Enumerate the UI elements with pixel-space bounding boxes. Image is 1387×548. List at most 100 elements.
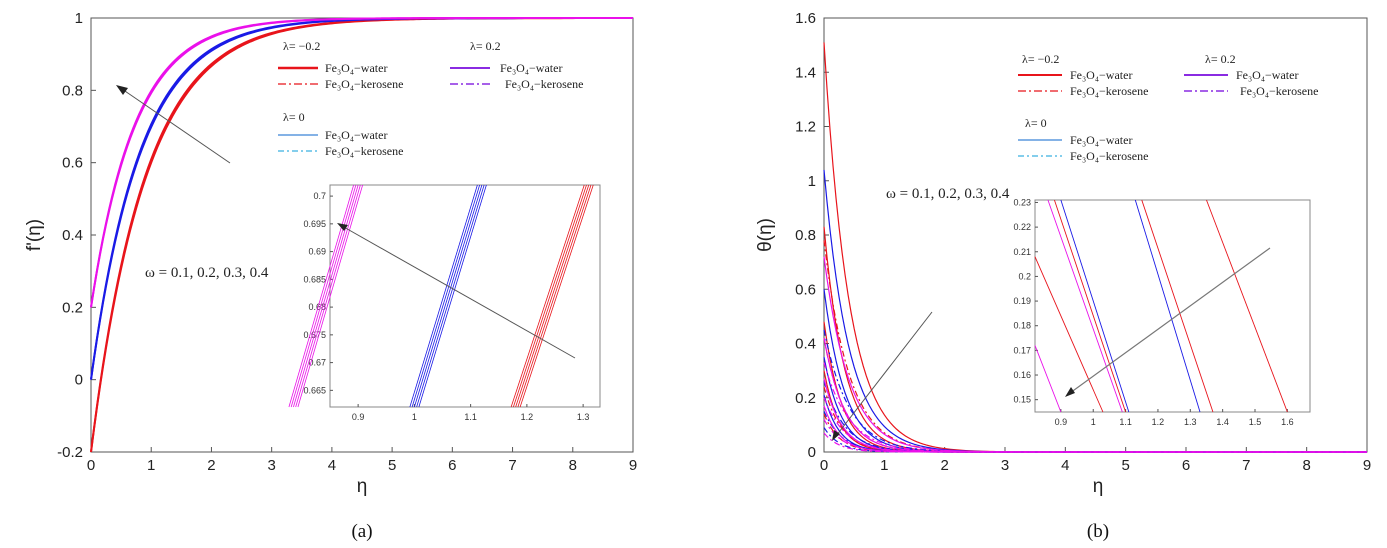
panel-a-omega-annotation: ω = 0.1, 0.2, 0.3, 0.4 <box>145 265 269 281</box>
legend-b-neg-kerosene: Fe₃O₄−kerosene <box>1070 84 1148 98</box>
panel-b-ytick-label: 1 <box>808 173 816 190</box>
panel-b-arrow-line <box>835 311 933 437</box>
legend-b-title-neg: λ= −0.2 <box>1022 52 1059 66</box>
panel-a-inset-arrow-head <box>337 223 348 231</box>
panel-b-inset-ytick-label: 0.23 <box>1013 197 1031 207</box>
panel-a-xtick-label: 0 <box>87 457 95 474</box>
panel-a-y-axis-label: f'(η) <box>24 219 45 251</box>
panel-a-ytick-label: 0 <box>75 372 83 389</box>
panel-b-inset-xtick-label: 1.1 <box>1119 417 1132 427</box>
panel-a-inset-series-line <box>416 184 485 408</box>
panel-a-legend: λ= −0.2 Fe₃O₄−water Fe₃O₄−kerosene λ= 0.… <box>278 39 583 158</box>
panel-b-ytick-label: 0.6 <box>795 281 816 298</box>
panel-b-ytick-label: 1.4 <box>795 64 816 81</box>
panel-b-inset-ytick-label: 0.22 <box>1013 222 1031 232</box>
panel-a-xtick-label: 3 <box>267 457 275 474</box>
panel-a-inset-ytick-label: 0.685 <box>303 274 326 284</box>
panel-b-inset: 0.9 1 1.1 1.2 1.3 1.4 1.5 1.6 0.15 0.16 0.17 0.18 0.… <box>1013 197 1311 427</box>
panel-a-inset-series-line <box>290 184 357 408</box>
panel-a-inset-ytick-label: 0.68 <box>308 302 326 312</box>
panel-a-inset-series-line <box>515 184 590 408</box>
panel-a-xtick-label: 5 <box>388 457 396 474</box>
panel-b-omega-annotation: ω = 0.1, 0.2, 0.3, 0.4 <box>886 186 1010 202</box>
panel-b-ytick-label: 0.4 <box>795 336 816 353</box>
panel-a-inset-ytick-label: 0.695 <box>303 219 326 229</box>
panel-b-xtick-label: 3 <box>1001 457 1009 474</box>
panel-b-inset-xtick-label: 1.3 <box>1184 417 1197 427</box>
legend-a-pos-kerosene: Fe₃O₄−kerosene <box>505 77 583 91</box>
panel-b-y-axis-label: θ(η) <box>755 218 776 252</box>
panel-a-ytick-label: 0.8 <box>62 82 83 99</box>
panel-b-inset-xtick-label: 1.6 <box>1281 417 1294 427</box>
panel-b-curves <box>823 42 1367 453</box>
panel-a-inset-series-line <box>288 184 355 408</box>
panel-b-ytick-label: 0.2 <box>795 390 816 407</box>
panel-a-arrow-head <box>116 85 128 95</box>
panel-a-inset-series-line <box>418 184 487 408</box>
panel-a-inset-xtick-label: 1.3 <box>577 412 590 422</box>
panel-b-inset-ytick-label: 0.2 <box>1018 271 1031 281</box>
panel-b-inset-ytick-label: 0.19 <box>1013 296 1031 306</box>
panel-b-x-ticks: 0 1 2 3 4 5 6 7 8 9 <box>820 447 1371 474</box>
panel-b-series-line <box>823 432 1367 453</box>
panel-a-xtick-label: 8 <box>569 457 577 474</box>
legend-a-title-zero: λ= 0 <box>283 110 305 124</box>
panel-a-xtick-label: 2 <box>207 457 215 474</box>
panel-a-x-axis-label: η <box>357 476 368 497</box>
panel-b-x-axis-label: η <box>1093 476 1104 497</box>
panel-b-inset-series-line <box>1034 256 1104 413</box>
panel-b-xtick-label: 6 <box>1182 457 1190 474</box>
legend-a-neg-kerosene: Fe₃O₄−kerosene <box>325 77 403 91</box>
legend-b-pos-kerosene: Fe₃O₄−kerosene <box>1240 84 1318 98</box>
legend-a-neg-water: Fe₃O₄−water <box>325 61 387 75</box>
panel-b-inset-ytick-label: 0.21 <box>1013 247 1031 257</box>
panel-b-inset-arrow-head <box>1065 387 1075 397</box>
legend-b-title-pos: λ= 0.2 <box>1205 52 1236 66</box>
panel-b-ytick-label: 0 <box>808 444 816 461</box>
panel-b-inset-series-line <box>1060 199 1130 413</box>
legend-a-title-neg: λ= −0.2 <box>283 39 320 53</box>
panel-b-inset-xtick-label: 1.5 <box>1249 417 1262 427</box>
panel-b-inset-xtick-label: 0.9 <box>1055 417 1068 427</box>
panel-b-inset-series-line <box>1047 199 1123 413</box>
panel-b-inset-series-line <box>1206 199 1288 413</box>
panel-a-series-line <box>90 17 633 308</box>
panel-b-xtick-label: 4 <box>1061 457 1069 474</box>
panel-b-caption: (b) <box>1087 521 1109 542</box>
panel-a-inset-series-line <box>411 184 481 408</box>
panel-a-inset-xtick-label: 1 <box>412 412 417 422</box>
panel-b: 0 1 2 3 4 5 6 7 8 9 0 0.2 0.4 0.6 0.8 1 1.2 1.4 1.6 η θ(η… <box>755 10 1371 542</box>
panel-a-ytick-label: -0.2 <box>57 444 83 461</box>
panel-b-xtick-label: 0 <box>820 457 828 474</box>
panel-b-inset-lines <box>1034 199 1288 413</box>
panel-a-inset-xtick-label: 0.9 <box>352 412 365 422</box>
panel-b-xtick-label: 7 <box>1242 457 1250 474</box>
panel-a-inset-series-line <box>519 184 594 408</box>
panel-b-inset-series-line <box>1053 199 1127 413</box>
panel-a-inset-lines <box>288 184 594 408</box>
panel-a-inset-series-line <box>517 184 592 408</box>
panel-a-arrow-line <box>121 88 231 164</box>
panel-b-inset-series-line <box>1034 345 1062 413</box>
panel-b-xtick-label: 8 <box>1302 457 1310 474</box>
panel-a-inset-xtick-label: 1.1 <box>464 412 477 422</box>
legend-a-zero-kerosene: Fe₃O₄−kerosene <box>325 144 403 158</box>
panel-a-inset-series-line <box>512 184 587 408</box>
panel-b-inset-frame <box>1034 199 1311 413</box>
panel-a-inset-series-line <box>409 184 478 408</box>
panel-b-inset-ytick-label: 0.16 <box>1013 370 1031 380</box>
panel-b-legend: λ= −0.2 Fe₃O₄−water Fe₃O₄−kerosene λ= 0.… <box>1018 52 1318 163</box>
panel-b-inset-ytick-label: 0.15 <box>1013 395 1031 405</box>
panel-b-inset-xtick-label: 1.2 <box>1152 417 1165 427</box>
panel-a-inset-series-line <box>297 184 364 408</box>
panel-b-inset-arrow-line <box>1069 247 1271 394</box>
panel-a-ytick-label: 1 <box>75 10 83 27</box>
panel-b-xtick-label: 2 <box>940 457 948 474</box>
panel-a-curves <box>90 17 633 453</box>
panel-a-inset-arrow-line <box>341 225 576 359</box>
panel-a-inset-series-line <box>510 184 585 408</box>
panel-b-inset-series-line <box>1134 199 1201 413</box>
panel-a-inset-series-line <box>293 184 359 408</box>
panel-a-xtick-label: 6 <box>448 457 456 474</box>
